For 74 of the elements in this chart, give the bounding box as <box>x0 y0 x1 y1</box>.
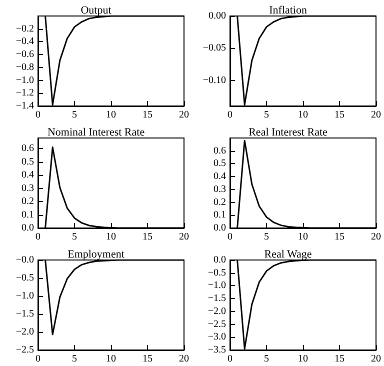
chart-title: Employment <box>68 248 124 260</box>
y-tick-label: 0.5 <box>214 158 226 170</box>
x-tick-label: 5 <box>72 354 77 364</box>
y-tick-label: 0.0 <box>22 222 34 234</box>
y-tick-label: −2.5 <box>208 318 226 330</box>
y-tick-label: −1.4 <box>16 100 34 112</box>
y-tick-label: −0.0 <box>16 254 34 266</box>
y-tick-label: 0.00 <box>208 10 226 22</box>
x-tick-label: 0 <box>36 354 40 364</box>
y-tick-label: −2.0 <box>208 306 226 317</box>
x-tick-label: 15 <box>334 110 344 120</box>
y-tick-label: −0.6 <box>16 49 34 60</box>
chart-title: Inflation <box>269 4 308 16</box>
y-tick-label: 0.1 <box>22 209 34 220</box>
y-tick-label: 0.0 <box>214 254 226 266</box>
x-tick-label: 10 <box>106 110 116 120</box>
x-tick-label: 0 <box>36 110 40 120</box>
y-tick-label: 0.6 <box>214 145 226 156</box>
y-tick-label: 0.2 <box>22 196 34 208</box>
y-tick-label: −1.5 <box>16 308 34 320</box>
x-tick-label: 20 <box>179 232 189 242</box>
x-tick-label: 5 <box>264 110 269 120</box>
x-tick-label: 10 <box>298 110 308 120</box>
x-tick-label: 10 <box>298 232 308 242</box>
x-tick-label: 15 <box>334 354 344 364</box>
x-tick-label: 15 <box>142 354 152 364</box>
x-tick-label: 10 <box>106 354 116 364</box>
y-tick-label: −0.10 <box>202 74 226 86</box>
chart-title: Real Interest Rate <box>248 126 328 138</box>
y-tick-label: −0.5 <box>16 272 34 284</box>
x-tick-label: 5 <box>72 110 77 120</box>
y-tick-label: −1.0 <box>16 290 34 302</box>
x-tick-label: 15 <box>142 232 152 242</box>
x-tick-label: 5 <box>264 232 269 242</box>
y-tick-label: −1.0 <box>16 74 34 86</box>
y-tick-label: −2.5 <box>16 344 34 356</box>
y-tick-label: 0.2 <box>214 196 226 208</box>
y-tick-label: 0.3 <box>214 184 226 195</box>
y-tick-label: −0.4 <box>16 36 34 48</box>
y-tick-label: 0.4 <box>22 170 34 181</box>
y-tick-label: −0.5 <box>208 267 226 278</box>
y-tick-label: −1.2 <box>16 88 34 99</box>
y-tick-label: −1.5 <box>208 293 226 304</box>
x-tick-label: 10 <box>298 354 308 364</box>
y-tick-label: 0.3 <box>22 182 34 194</box>
chart-title: Output <box>80 4 112 16</box>
y-tick-label: −3.0 <box>208 332 226 343</box>
x-tick-label: 20 <box>179 110 189 120</box>
x-tick-label: 5 <box>72 232 77 242</box>
y-tick-label: 0.4 <box>214 171 226 182</box>
x-tick-label: 5 <box>264 354 269 364</box>
x-tick-label: 10 <box>106 232 116 242</box>
y-tick-label: −0.2 <box>16 23 34 34</box>
y-tick-label: −1.0 <box>208 280 226 292</box>
x-tick-label: 0 <box>228 110 232 120</box>
y-tick-label: 0.6 <box>22 143 34 154</box>
chart-title: Real Wage <box>264 248 312 260</box>
x-tick-label: 20 <box>179 354 189 364</box>
y-tick-label: 0.0 <box>214 222 226 234</box>
y-tick-label: 0.1 <box>214 210 226 221</box>
chart-title: Nominal Interest Rate <box>47 126 145 138</box>
x-tick-label: 20 <box>371 354 381 364</box>
y-tick-label: −3.5 <box>208 344 226 356</box>
x-tick-label: 15 <box>334 232 344 242</box>
x-tick-label: 0 <box>228 354 232 364</box>
x-tick-label: 15 <box>142 110 152 120</box>
y-tick-label: −0.05 <box>202 42 226 54</box>
x-tick-label: 0 <box>36 232 40 242</box>
y-tick-label: −2.0 <box>16 326 34 338</box>
x-tick-label: 20 <box>371 232 381 242</box>
y-tick-label: 0.5 <box>22 156 34 168</box>
y-tick-label: −0.8 <box>16 62 34 73</box>
x-tick-label: 20 <box>371 110 381 120</box>
x-tick-label: 0 <box>228 232 232 242</box>
